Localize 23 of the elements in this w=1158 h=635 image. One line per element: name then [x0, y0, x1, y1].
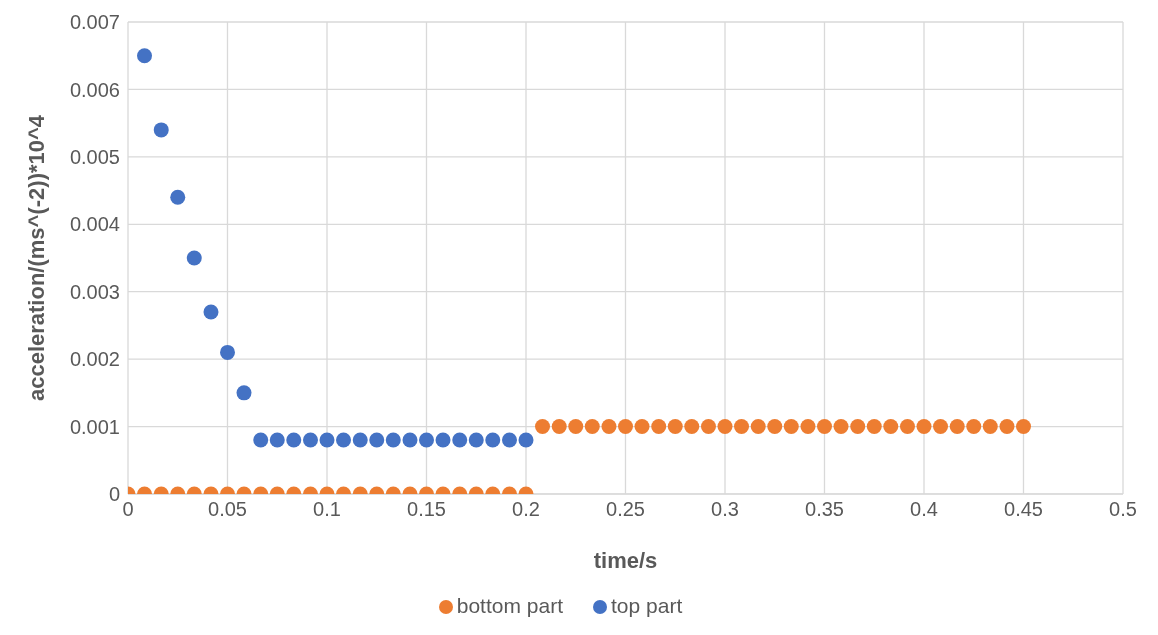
x-tick-label: 0.25	[606, 498, 645, 521]
y-tick-label: 0.004	[69, 213, 120, 236]
x-tick-label: 0.2	[512, 498, 540, 521]
y-tick-label: 0.007	[69, 11, 120, 34]
legend-label: bottom part	[456, 594, 563, 617]
y-tick-label: 0.003	[69, 280, 120, 303]
x-tick-label: 0.05	[208, 498, 247, 521]
x-tick-label: 0.15	[407, 498, 446, 521]
y-tick-label: 0.001	[69, 415, 120, 438]
y-tick-label: 0.005	[69, 145, 120, 168]
x-tick-label: 0.5	[1109, 498, 1137, 521]
x-axis-title: time/s	[593, 547, 658, 573]
x-tick-label: 0.4	[910, 498, 938, 521]
y-axis-title: acceleration/(ms^(-2))*10^4	[23, 114, 49, 402]
y-tick-label: 0	[108, 483, 120, 506]
x-tick-label: 0	[122, 498, 134, 521]
x-tick-label: 0.35	[805, 498, 844, 521]
x-tick-label: 0.3	[711, 498, 739, 521]
x-tick-label: 0.1	[313, 498, 341, 521]
y-tick-label: 0.002	[69, 348, 120, 371]
legend-label: top part	[611, 594, 683, 617]
x-tick-label: 0.45	[1004, 498, 1043, 521]
y-tick-label: 0.006	[69, 78, 120, 101]
